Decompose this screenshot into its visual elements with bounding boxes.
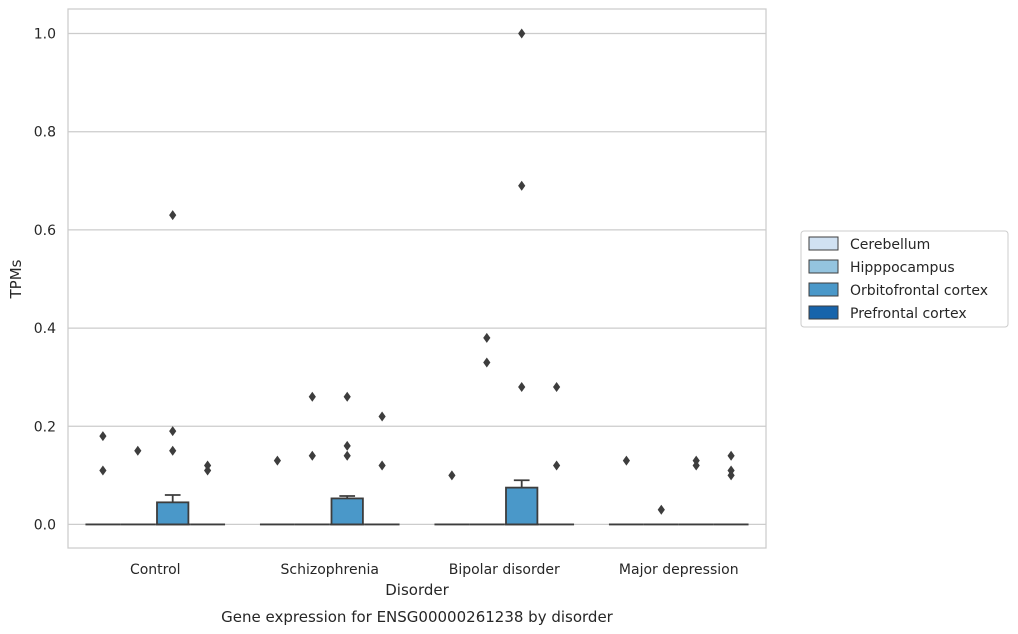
outlier-point: [273, 455, 281, 466]
y-tick-label: 0.4: [34, 321, 56, 337]
outlier-point: [308, 391, 316, 402]
y-axis-label: TPMs: [7, 259, 25, 299]
box-group: [329, 495, 365, 526]
outlier-point: [343, 440, 351, 451]
y-tick-label: 0.8: [34, 125, 56, 141]
outlier-point: [204, 465, 212, 476]
y-tick-label: 0.2: [34, 419, 56, 435]
box-group: [155, 494, 191, 526]
legend-label: Cerebellum: [850, 237, 930, 253]
outlier-point: [308, 450, 316, 461]
outlier-point: [378, 411, 386, 422]
y-tick-label: 0.6: [34, 223, 56, 239]
legend-frame: [800, 230, 1009, 328]
box: [330, 497, 364, 526]
legend-swatch: [808, 305, 839, 320]
outlier-point: [553, 460, 561, 471]
legend-label: Prefrontal cortex: [850, 306, 967, 322]
outlier-point: [692, 460, 700, 471]
legend: Cerebellum Hipppocampus Orbitofrontal cort…: [800, 230, 1009, 328]
outlier-point: [169, 426, 177, 437]
outlier-point: [518, 381, 526, 392]
outlier-point: [622, 455, 630, 466]
box-series: [85, 479, 749, 526]
legend-swatch: [808, 282, 839, 297]
outlier-point: [518, 180, 526, 191]
outlier-point: [134, 445, 142, 456]
outlier-point: [99, 465, 107, 476]
y-tick-labels: 0.0 0.2 0.4 0.6 0.8 1.0: [34, 27, 56, 534]
legend-label: Hipppocampus: [850, 260, 955, 276]
outlier-point: [343, 391, 351, 402]
box: [505, 486, 539, 526]
legend-swatch: [808, 236, 839, 251]
outlier-point: [343, 450, 351, 461]
y-tick-label: 1.0: [34, 27, 56, 43]
outlier-point: [483, 332, 491, 343]
y-tick-label: 0.0: [34, 517, 56, 533]
x-tick-label: Schizophrenia: [281, 562, 379, 578]
x-tick-label: Bipolar disorder: [449, 562, 560, 578]
outlier-point: [169, 445, 177, 456]
outlier-point: [553, 381, 561, 392]
legend-swatch: [808, 259, 839, 274]
outlier-point: [518, 28, 526, 39]
outlier-point: [448, 470, 456, 481]
box: [156, 501, 190, 526]
outlier-point: [99, 431, 107, 442]
outlier-point: [169, 210, 177, 221]
box-group: [504, 479, 540, 526]
x-tick-label: Control: [130, 562, 181, 578]
outlier-point: [727, 470, 735, 481]
outlier-points: [99, 28, 735, 515]
plot-frame: [67, 8, 767, 549]
outlier-point: [378, 460, 386, 471]
outlier-point: [483, 357, 491, 368]
chart-title: Gene expression for ENSG00000261238 by d…: [221, 608, 614, 626]
plot-area: [68, 9, 766, 548]
x-tick-label: Major depression: [619, 562, 739, 578]
legend-label: Orbitofrontal cortex: [850, 283, 988, 299]
outlier-point: [727, 450, 735, 461]
x-axis-label: Disorder: [385, 581, 449, 599]
x-tick-labels: Control Schizophrenia Bipolar disorder Majo…: [130, 562, 739, 578]
outlier-point: [657, 504, 665, 515]
